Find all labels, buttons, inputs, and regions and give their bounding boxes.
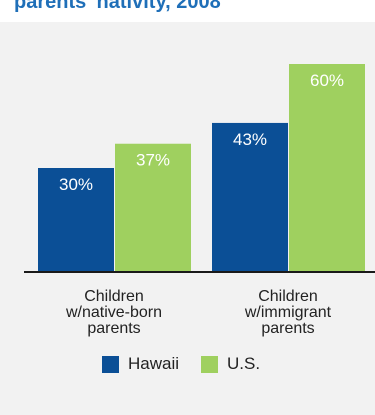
bar-us-0 (115, 143, 191, 272)
title-strip: parents' nativity, 2008 (0, 0, 375, 22)
legend-item-us: U.S. (201, 354, 260, 374)
category-label-0-line-2: parents (87, 320, 140, 337)
bar-hawaii-1 (212, 122, 288, 272)
legend: Hawaii U.S. (102, 354, 272, 374)
bar-us-1 (289, 64, 365, 272)
category-label-0-line-0: Children (84, 288, 144, 305)
legend-swatch-hawaii (102, 355, 119, 373)
category-label-0-line-1: w/native-born (65, 304, 162, 321)
legend-item-hawaii: Hawaii (102, 354, 179, 374)
category-label-1-line-0: Children (258, 288, 318, 305)
bar-label-hawaii-0: 30% (59, 175, 93, 194)
bar-hawaii-0 (38, 168, 114, 272)
legend-label-us: U.S. (227, 354, 261, 373)
legend-swatch-us (201, 355, 219, 373)
bar-label-us-0: 37% (136, 151, 170, 170)
bar-label-hawaii-1: 43% (233, 130, 267, 149)
category-label-1-line-1: w/immigrant (244, 304, 332, 321)
legend-label-hawaii: Hawaii (128, 354, 180, 373)
bar-label-us-1: 60% (310, 71, 344, 90)
category-label-1-line-2: parents (261, 320, 314, 337)
chart-title: parents' nativity, 2008 (14, 0, 221, 13)
